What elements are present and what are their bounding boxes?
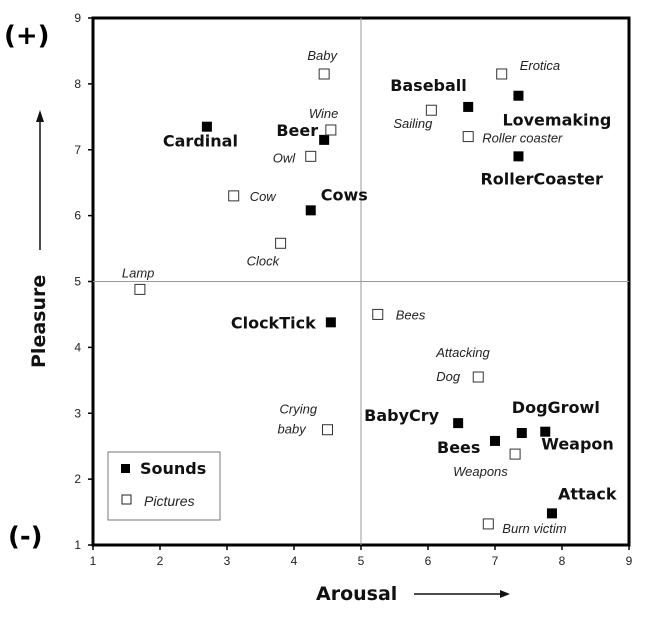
sound-label-baseball: Baseball	[390, 76, 467, 95]
picture-point-clock	[275, 237, 287, 249]
y-tick-label: 1	[74, 538, 81, 552]
picture-point-baby	[318, 68, 330, 80]
data-points	[134, 68, 557, 530]
picture-label-cow: Cow	[250, 189, 278, 204]
x-tick-label: 6	[425, 554, 432, 568]
picture-point-cow	[228, 190, 240, 202]
picture-label-erotica: Erotica	[520, 58, 560, 73]
picture-point-crying-baby	[322, 424, 333, 436]
picture-label-lamp: Lamp	[122, 265, 155, 280]
sound-point-baseball	[463, 101, 474, 112]
x-axis-arrowhead	[500, 590, 510, 598]
sound-point-lovemaking	[513, 90, 524, 101]
picture-point-owl	[305, 150, 317, 162]
y-tick-label: 3	[74, 406, 81, 420]
data-point-labels: CardinalBeerCowsBaseballLovemakingRoller…	[122, 48, 617, 536]
picture-point-weapons	[509, 448, 521, 460]
picture-label-crying-baby: Crying	[280, 402, 318, 417]
y-tick-label: 5	[74, 275, 81, 289]
x-tick-label: 9	[626, 554, 633, 568]
y-tick-label: 2	[74, 472, 81, 486]
picture-label-owl: Owl	[273, 150, 297, 165]
legend-pictures-label: Pictures	[144, 493, 195, 509]
picture-label-sailing: Sailing	[393, 116, 433, 131]
sound-point-weapon	[540, 426, 551, 437]
sound-label-beer: Beer	[276, 121, 318, 140]
picture-point-bees	[372, 308, 384, 320]
picture-label-roller-coaster: Roller coaster	[482, 131, 563, 146]
y-tick-label: 9	[74, 11, 81, 25]
picture-label-attacking-dog: Attacking	[435, 345, 490, 360]
sound-label-doggrowl: DogGrowl	[512, 398, 600, 417]
x-axis-ticks: 1 2 3 4 5 6 7 8 9	[90, 545, 633, 568]
picture-label-weapons: Weapons	[453, 464, 508, 479]
picture-point-lamp	[134, 283, 146, 295]
y-tick-label: 4	[74, 340, 81, 354]
y-tick-label: 6	[74, 209, 81, 223]
x-axis-title: Arousal	[316, 583, 397, 605]
picture-label-bees: Bees	[396, 307, 426, 322]
sound-point-beer	[319, 134, 330, 145]
y-tick-label: 7	[74, 143, 81, 157]
positive-sign: (+)	[4, 21, 50, 51]
sound-point-clocktick	[325, 317, 336, 328]
y-axis-title: Pleasure	[28, 275, 50, 368]
sound-label-attack: Attack	[558, 484, 617, 503]
legend-sounds-label: Sounds	[140, 459, 206, 478]
x-tick-label: 3	[224, 554, 231, 568]
legend-sounds-marker	[121, 464, 130, 473]
x-tick-label: 4	[291, 554, 298, 568]
x-tick-label: 7	[492, 554, 499, 568]
sound-point-rollercoaster	[513, 151, 524, 162]
y-tick-label: 8	[74, 77, 81, 91]
sound-label-rollercoaster: RollerCoaster	[480, 169, 603, 188]
y-axis-arrowhead	[36, 110, 44, 122]
picture-label-baby: Baby	[307, 48, 338, 63]
sound-point-cows	[305, 205, 316, 216]
sound-label-clocktick: ClockTick	[231, 313, 316, 332]
picture-point-attacking-dog	[472, 371, 484, 383]
sound-label-weapon: Weapon	[541, 435, 614, 454]
legend-box	[107, 451, 221, 521]
sound-label-babycry: BabyCry	[364, 406, 440, 425]
picture-label-wine: Wine	[309, 106, 339, 121]
sound-point-doggrowl	[516, 428, 527, 439]
picture-label-crying-baby-line2: baby	[278, 422, 308, 437]
x-tick-label: 1	[90, 554, 97, 568]
picture-point-burn-victim	[482, 518, 494, 530]
x-tick-label: 8	[559, 554, 566, 568]
sound-label-bees: Bees	[437, 438, 480, 457]
picture-label-burn-victim: Burn victim	[502, 521, 566, 536]
x-tick-label: 2	[157, 554, 164, 568]
sound-point-babycry	[453, 418, 464, 429]
picture-point-roller-coaster	[462, 131, 474, 143]
picture-point-erotica	[496, 68, 508, 80]
legend-pictures-marker	[121, 494, 132, 505]
sound-point-attack	[546, 508, 557, 519]
negative-sign: (-)	[8, 522, 43, 552]
sound-point-cardinal	[201, 121, 212, 132]
picture-point-sailing	[425, 104, 437, 116]
sound-label-lovemaking: Lovemaking	[502, 111, 611, 130]
x-tick-label: 5	[358, 554, 365, 568]
sound-label-cardinal: Cardinal	[163, 132, 238, 151]
picture-point-wine	[325, 124, 337, 136]
sound-label-cows: Cows	[321, 185, 368, 204]
legend: Sounds Pictures	[107, 451, 221, 521]
picture-label-attacking-dog-line2: Dog	[436, 369, 461, 384]
sound-point-bees	[490, 435, 500, 446]
y-axis-ticks: 1 2 3 4 5 6 7 8 9	[74, 11, 93, 552]
picture-label-clock: Clock	[247, 253, 281, 268]
